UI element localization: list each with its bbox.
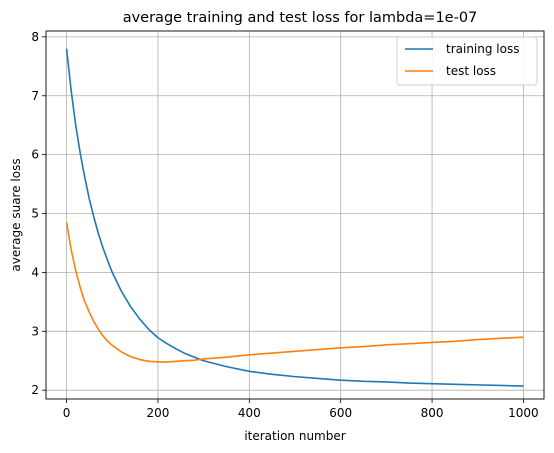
legend-label-training-loss: training loss (446, 42, 519, 56)
tick-layer: 0 200 400 600 800 1000 2 3 4 5 6 7 8 (31, 30, 538, 420)
series-line-test-loss (65, 222, 524, 363)
y-axis-label: average suare loss (9, 158, 23, 271)
series-line-training-loss (65, 48, 524, 387)
chart-title: average training and test loss for lambd… (123, 10, 478, 26)
plot-frame (45, 30, 545, 400)
legend: training loss test loss (396, 36, 538, 86)
y-tick-label: 2 (31, 383, 39, 397)
y-tick-label: 4 (31, 265, 39, 279)
x-tick-label: 400 (238, 406, 261, 420)
x-tick-label: 1000 (508, 406, 539, 420)
x-tick-label: 600 (329, 406, 352, 420)
x-tick-label: 800 (421, 406, 444, 420)
y-tick-label: 5 (31, 207, 39, 221)
legend-label-test-loss: test loss (446, 64, 496, 78)
y-tick-label: 6 (31, 148, 39, 162)
y-tick-label: 3 (31, 324, 39, 338)
y-tick-label: 8 (31, 30, 39, 44)
x-tick-label: 200 (146, 406, 169, 420)
grid (46, 31, 544, 399)
series-layer (65, 48, 524, 387)
x-axis-label: iteration number (244, 429, 345, 443)
y-tick-label: 7 (31, 89, 39, 103)
x-tick-label: 0 (63, 406, 71, 420)
